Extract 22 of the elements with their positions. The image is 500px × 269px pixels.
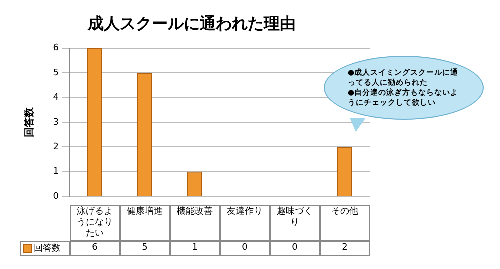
data-label: 6 (70, 241, 120, 256)
y-tick-label: 0 (53, 192, 60, 202)
y-tick-label: 5 (53, 68, 59, 78)
x-tick-label: その他 (320, 205, 370, 241)
x-tick-label: 趣味づくり (270, 205, 320, 241)
x-tick-label: 泳げるようになりたい (70, 205, 120, 241)
data-label: 2 (320, 241, 370, 256)
x-tick-label: 健康増進 (120, 205, 170, 241)
legend-label: 回答数 (34, 242, 61, 255)
y-axis-title: 回答数 (24, 106, 36, 138)
data-label: 5 (120, 241, 170, 256)
y-tick-label: 3 (53, 118, 59, 128)
y-tick-label: 1 (53, 167, 59, 178)
y-tick-label: 6 (53, 44, 60, 54)
data-label: 0 (270, 241, 320, 256)
y-tick-label: 4 (53, 93, 60, 104)
x-tick-label: 友達作り (220, 205, 270, 241)
x-tick-label: 機能改善 (170, 205, 220, 241)
data-label: 1 (170, 241, 220, 256)
data-label: 0 (220, 241, 270, 256)
y-tick-label: 2 (53, 142, 59, 153)
chart-title: 成人スクールに通われた理由 (88, 14, 296, 35)
